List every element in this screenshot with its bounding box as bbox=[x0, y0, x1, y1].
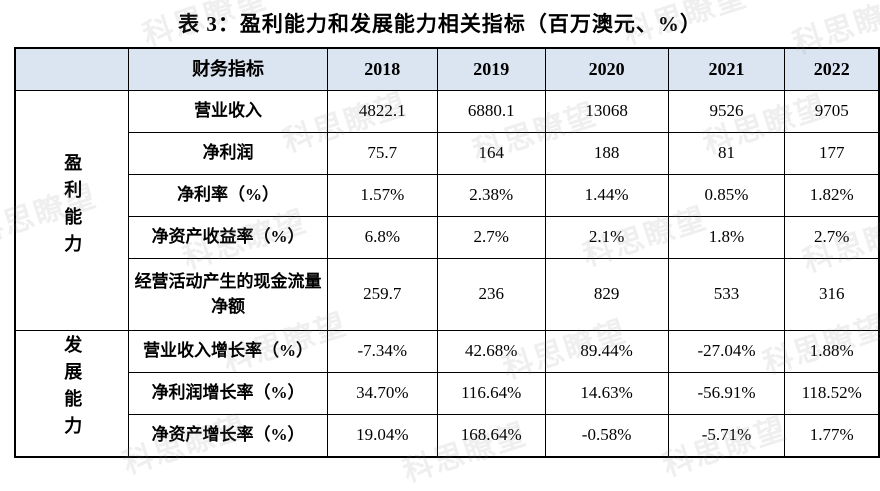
table-row: 净利率（%） 1.57% 2.38% 1.44% 0.85% 1.82% bbox=[15, 174, 880, 217]
header-indicator-label: 财务指标 bbox=[128, 47, 328, 91]
table-cell: 9705 bbox=[784, 90, 880, 133]
header-corner-cell bbox=[14, 47, 130, 91]
table-cell: 188 bbox=[544, 132, 669, 175]
header-year-2019: 2019 bbox=[436, 47, 546, 91]
table-cell: 14.63% bbox=[544, 372, 669, 415]
table-row: 盈利能力 营业收入 4822.1 6880.1 13068 9526 9705 bbox=[14, 90, 880, 331]
table-row: 发展能力 营业收入增长率（%） -7.34% 42.68% 89.44% -27… bbox=[14, 330, 880, 457]
indicator-label: 净利润 bbox=[128, 132, 328, 175]
group-label-text: 盈利能力 bbox=[62, 152, 83, 261]
table-cell: 1.82% bbox=[784, 174, 880, 217]
table-title: 表 3：盈利能力和发展能力相关指标（百万澳元、%） bbox=[178, 12, 702, 36]
table-cell: -0.58% bbox=[544, 414, 669, 457]
table-row: 经营活动产生的现金流量净额 259.7 236 829 533 316 bbox=[15, 258, 880, 331]
indicator-label: 营业收入增长率（%） bbox=[128, 330, 328, 373]
table-cell: 34.70% bbox=[326, 372, 438, 415]
table-row: 净资产收益率（%） 6.8% 2.7% 2.1% 1.8% 2.7% bbox=[15, 216, 880, 259]
table-cell: 89.44% bbox=[544, 330, 669, 373]
table-cell: 118.52% bbox=[784, 372, 880, 415]
table-cell: 177 bbox=[784, 132, 880, 175]
financial-indicators-table: 财务指标 2018 2019 2020 2021 2022 盈利能力 营业收入 … bbox=[14, 47, 880, 458]
table-cell: 1.77% bbox=[784, 414, 880, 457]
table-cell: 4822.1 bbox=[326, 90, 438, 133]
table-header-row: 财务指标 2018 2019 2020 2021 2022 bbox=[14, 47, 880, 91]
table-cell: 259.7 bbox=[326, 258, 438, 331]
indicator-label: 净利率（%） bbox=[128, 174, 328, 217]
table-cell: 1.8% bbox=[667, 216, 786, 259]
group-label-text: 发展能力 bbox=[62, 335, 83, 444]
table-cell: 1.57% bbox=[326, 174, 438, 217]
table-cell: 13068 bbox=[544, 90, 669, 133]
table-cell: 19.04% bbox=[326, 414, 438, 457]
table-cell: -56.91% bbox=[667, 372, 786, 415]
table-cell: 236 bbox=[436, 258, 546, 331]
table-cell: 2.7% bbox=[436, 216, 546, 259]
table-cell: 6.8% bbox=[326, 216, 438, 259]
table-cell: 9526 bbox=[667, 90, 786, 133]
table-cell: 168.64% bbox=[436, 414, 546, 457]
table-cell: 1.88% bbox=[784, 330, 880, 373]
table-cell: 2.38% bbox=[436, 174, 546, 217]
table-cell: -5.71% bbox=[667, 414, 786, 457]
table-cell: 316 bbox=[784, 258, 880, 331]
indicator-label: 净资产收益率（%） bbox=[128, 216, 328, 259]
table-cell: 0.85% bbox=[667, 174, 786, 217]
indicator-label: 经营活动产生的现金流量净额 bbox=[128, 258, 328, 331]
indicator-label: 营业收入 bbox=[128, 90, 328, 133]
indicator-label: 净资产增长率（%） bbox=[128, 414, 328, 457]
table-row: 净利润 75.7 164 188 81 177 bbox=[15, 132, 880, 175]
table-cell: 2.7% bbox=[784, 216, 880, 259]
indicator-label: 净利润增长率（%） bbox=[128, 372, 328, 415]
table-cell: 81 bbox=[667, 132, 786, 175]
table-row: 净资产增长率（%） 19.04% 168.64% -0.58% -5.71% 1… bbox=[15, 414, 880, 457]
header-year-2020: 2020 bbox=[544, 47, 669, 91]
table-cell: 116.64% bbox=[436, 372, 546, 415]
table-cell: 533 bbox=[667, 258, 786, 331]
header-year-2018: 2018 bbox=[326, 47, 438, 91]
table-cell: 829 bbox=[544, 258, 669, 331]
table-cell: 1.44% bbox=[544, 174, 669, 217]
group-label-development: 发展能力 bbox=[14, 330, 130, 457]
group-label-profitability: 盈利能力 bbox=[14, 90, 130, 331]
table-cell: -7.34% bbox=[326, 330, 438, 373]
table-cell: 2.1% bbox=[544, 216, 669, 259]
table-cell: 42.68% bbox=[436, 330, 546, 373]
table-cell: 6880.1 bbox=[436, 90, 546, 133]
table-cell: 164 bbox=[436, 132, 546, 175]
header-year-2022: 2022 bbox=[784, 47, 880, 91]
header-year-2021: 2021 bbox=[667, 47, 786, 91]
table-cell: 75.7 bbox=[326, 132, 438, 175]
table-row: 净利润增长率（%） 34.70% 116.64% 14.63% -56.91% … bbox=[15, 372, 880, 415]
table-cell: -27.04% bbox=[667, 330, 786, 373]
